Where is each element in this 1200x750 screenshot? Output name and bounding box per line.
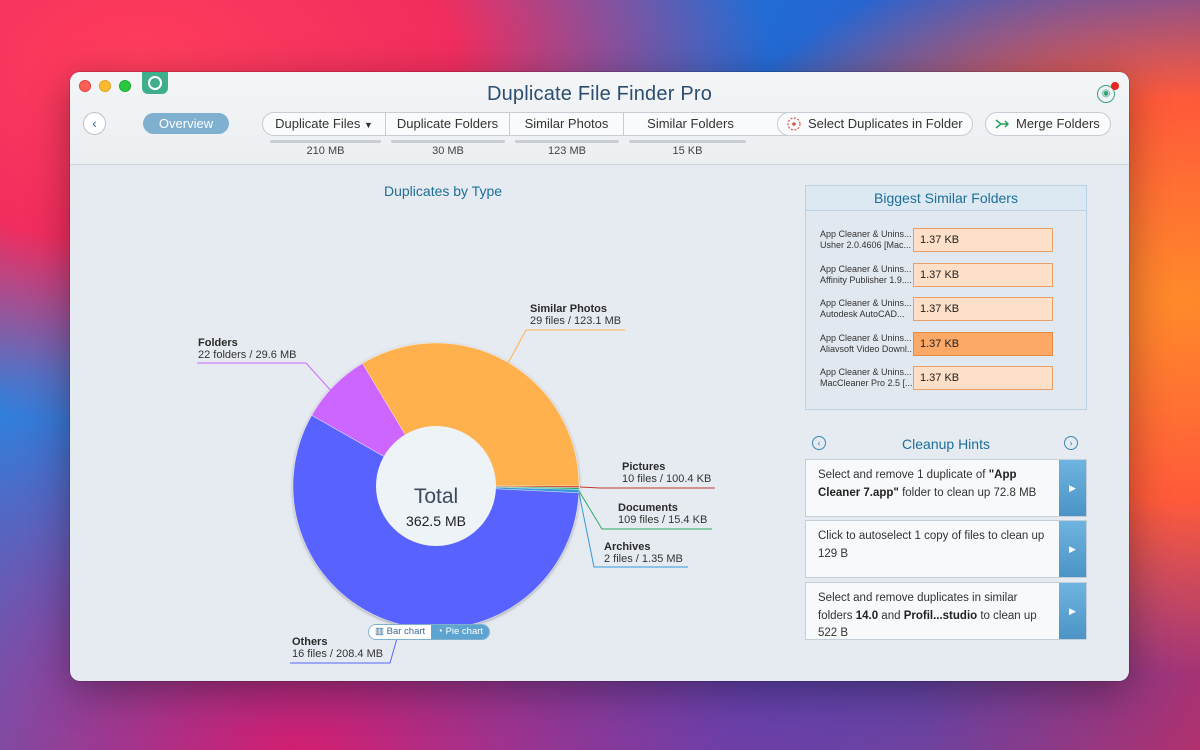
merge-icon bbox=[995, 119, 1009, 129]
tab-similar-folders[interactable]: Similar Folders bbox=[647, 116, 734, 131]
app-window: Duplicate File Finder Pro ◉ ‹ Overview D… bbox=[70, 72, 1129, 681]
folder-row[interactable]: App Cleaner & Unins... Autodesk AutoCAD..… bbox=[820, 297, 1060, 321]
leader-lines bbox=[197, 329, 715, 664]
toggle-label: Bar chart bbox=[386, 626, 426, 637]
tab-size: 30 MB bbox=[432, 145, 464, 157]
pie-chart-toggle[interactable]: ◔ Pie chart bbox=[431, 625, 490, 639]
folder-size-bar: 1.37 KB bbox=[913, 366, 1053, 390]
pie-center bbox=[376, 426, 496, 546]
cleanup-hint[interactable]: Select and remove duplicates in similar … bbox=[805, 582, 1087, 640]
target-icon bbox=[787, 117, 801, 131]
select-duplicates-in-folder-button[interactable]: Select Duplicates in Folder bbox=[777, 112, 973, 136]
chart-type-toggle: ▥ Bar chart ◔ Pie chart bbox=[368, 624, 491, 640]
folder-name: App Cleaner & Unins... Aliavsoft Video Do… bbox=[820, 333, 912, 354]
biggest-similar-folders-panel: Biggest Similar Folders App Cleaner & Un… bbox=[805, 185, 1087, 410]
size-bar bbox=[391, 140, 505, 143]
label-documents[interactable]: Documents 109 files / 15.4 KB bbox=[618, 502, 708, 526]
folder-name: App Cleaner & Unins... Affinity Publisher… bbox=[820, 264, 912, 285]
rss-icon[interactable]: ◉ bbox=[1097, 85, 1115, 103]
folder-name: App Cleaner & Unins... Usher 2.0.4606 [Ma… bbox=[820, 229, 912, 250]
pie-center-value: 362.5 MB bbox=[406, 513, 466, 529]
zoom-window-button[interactable] bbox=[119, 80, 131, 92]
hint-go-button[interactable]: ▶ bbox=[1059, 460, 1086, 516]
folder-size-bar: 1.37 KB bbox=[913, 263, 1053, 287]
size-bar bbox=[270, 140, 381, 143]
cleanup-hint[interactable]: Click to autoselect 1 copy of files to c… bbox=[805, 520, 1087, 578]
tab-duplicate-folders[interactable]: Duplicate Folders bbox=[386, 113, 510, 135]
next-hint-button[interactable]: › bbox=[1064, 436, 1078, 450]
folder-size-bar: 1.37 KB bbox=[913, 332, 1053, 356]
app-logo-icon[interactable] bbox=[142, 72, 168, 94]
toolbar: Duplicate File Finder Pro ◉ ‹ Overview D… bbox=[70, 72, 1129, 165]
folder-row[interactable]: App Cleaner & Unins... Aliavsoft Video Do… bbox=[820, 332, 1060, 356]
back-button[interactable]: ‹ bbox=[83, 112, 106, 135]
bar-chart-toggle[interactable]: ▥ Bar chart bbox=[369, 625, 432, 639]
tab-label: Duplicate Files bbox=[275, 116, 361, 131]
tab-similar-photos[interactable]: Similar Photos bbox=[510, 113, 624, 135]
window-title: Duplicate File Finder Pro bbox=[486, 83, 713, 105]
notification-badge bbox=[1111, 82, 1119, 90]
label-pictures[interactable]: Pictures 10 files / 100.4 KB bbox=[622, 461, 712, 485]
label-similar-photos[interactable]: Similar Photos 29 files / 123.1 MB bbox=[530, 303, 622, 327]
hint-text: Select and remove 1 duplicate of "App Cl… bbox=[818, 469, 1037, 499]
folder-row[interactable]: App Cleaner & Unins... MacCleaner Pro 2.5… bbox=[820, 366, 1060, 390]
play-arrow-icon: ▶ bbox=[1069, 605, 1076, 616]
dropdown-arrow-icon[interactable]: ▼ bbox=[363, 120, 373, 130]
toggle-label: Pie chart bbox=[445, 626, 484, 637]
overview-button[interactable]: Overview bbox=[143, 113, 229, 134]
size-bar bbox=[629, 140, 746, 143]
button-label: Select Duplicates in Folder bbox=[808, 116, 963, 131]
window-controls bbox=[79, 80, 131, 92]
hint-text: Click to autoselect 1 copy of files to c… bbox=[818, 530, 1045, 560]
bar-chart-icon: ▥ bbox=[375, 626, 384, 637]
minimize-window-button[interactable] bbox=[99, 80, 111, 92]
close-window-button[interactable] bbox=[79, 80, 91, 92]
tab-duplicate-files[interactable]: Duplicate Files ▼ bbox=[263, 113, 386, 135]
pie-chart-area: Total 362.5 MB Similar Photos 29 files / … bbox=[70, 165, 770, 681]
chart-title: Duplicates by Type bbox=[384, 183, 503, 199]
label-archives[interactable]: Archives 2 files / 1.35 MB bbox=[604, 541, 683, 565]
pie-center-title: Total bbox=[413, 485, 459, 508]
label-others[interactable]: Others 16 files / 208.4 MB bbox=[292, 636, 384, 660]
folder-size-bar: 1.37 KB bbox=[913, 297, 1053, 321]
tab-size: 210 MB bbox=[306, 145, 345, 157]
folder-size-bar: 1.37 KB bbox=[913, 228, 1053, 252]
hint-go-button[interactable]: ▶ bbox=[1059, 521, 1086, 577]
previous-hint-button[interactable]: ‹ bbox=[812, 436, 826, 450]
label-folders[interactable]: Folders 22 folders / 29.6 MB bbox=[198, 337, 297, 361]
folder-row[interactable]: App Cleaner & Unins... Usher 2.0.4606 [Ma… bbox=[820, 228, 1060, 252]
folder-row[interactable]: App Cleaner & Unins... Affinity Publisher… bbox=[820, 263, 1060, 287]
size-bar bbox=[515, 140, 619, 143]
folder-name: App Cleaner & Unins... Autodesk AutoCAD..… bbox=[820, 298, 912, 319]
category-tabs: Duplicate Files ▼ Duplicate Folders Simi… bbox=[262, 112, 828, 136]
hint-text: Select and remove duplicates in similar … bbox=[818, 592, 1037, 639]
play-arrow-icon: ▶ bbox=[1069, 543, 1076, 554]
tab-size: 123 MB bbox=[548, 145, 586, 157]
merge-folders-button[interactable]: Merge Folders bbox=[985, 112, 1111, 136]
hint-go-button[interactable]: ▶ bbox=[1059, 583, 1086, 639]
pie-chart bbox=[197, 329, 715, 664]
button-label: Merge Folders bbox=[1016, 116, 1100, 131]
panel-title: Biggest Similar Folders bbox=[806, 186, 1086, 211]
folder-name: App Cleaner & Unins... MacCleaner Pro 2.5… bbox=[820, 367, 912, 388]
tab-size: 15 KB bbox=[672, 145, 703, 157]
play-arrow-icon: ▶ bbox=[1069, 482, 1076, 493]
cleanup-hint[interactable]: Select and remove 1 duplicate of "App Cl… bbox=[805, 459, 1087, 517]
pie-chart-icon: ◔ bbox=[437, 626, 443, 637]
cleanup-hints-title: Cleanup Hints bbox=[902, 436, 990, 452]
